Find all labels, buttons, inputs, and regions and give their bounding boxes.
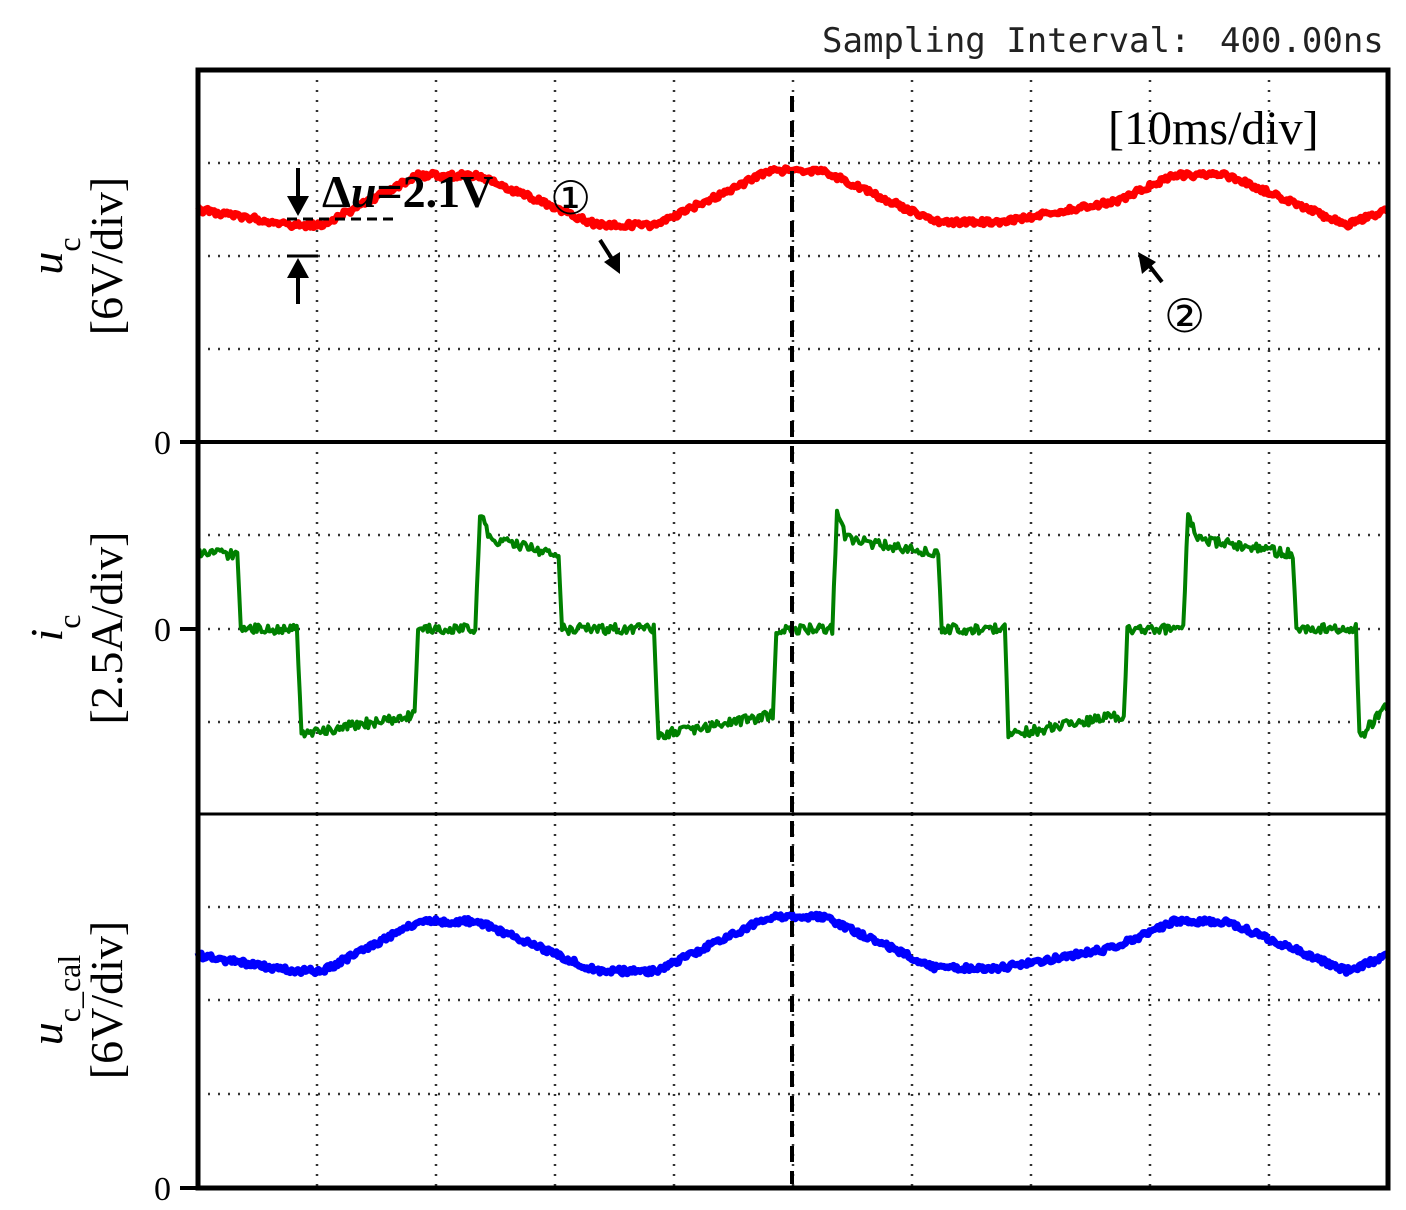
top-subscript: c (51, 237, 87, 251)
top-axis-scale: [6V/div] (81, 177, 132, 335)
marker-2-arrow-shaft (1146, 262, 1164, 284)
top-zero-label: 0 (154, 425, 171, 462)
time-scale-label: [10ms/div] (1108, 102, 1319, 155)
delta-label: Δu=2.1V (322, 166, 493, 217)
top-axis-symbol: uc (21, 237, 87, 274)
delta-value: =2.1V (376, 166, 493, 217)
delta-arrow-up-head (287, 258, 309, 278)
bottom-axis-scale: [6V/div] (81, 921, 132, 1079)
marker-2-arrow-head (1138, 252, 1156, 274)
delta-u-annotation: Δu=2.1V (287, 166, 493, 304)
delta-symbol: Δ (322, 166, 351, 217)
marker-2: ② (1164, 291, 1205, 342)
bottom-axis-symbol: uc_cal (21, 955, 87, 1046)
middle-zero-label: 0 (154, 612, 171, 649)
bottom-symbol: u (21, 1022, 72, 1045)
sampling-interval-value: 400.00ns (1220, 21, 1384, 61)
bottom-zero-label: 0 (154, 1171, 171, 1208)
delta-variable: u (351, 166, 377, 217)
top-symbol: u (21, 252, 72, 275)
marker-1: ① (550, 173, 591, 224)
middle-symbol: i (21, 629, 72, 642)
middle-subscript: c (51, 615, 87, 629)
trace-uc (195, 164, 1390, 232)
middle-axis-scale: [2.5A/div] (81, 532, 132, 725)
bottom-subscript: c_cal (51, 955, 87, 1023)
sampling-interval-label: Sampling Interval: (822, 21, 1190, 61)
delta-arrow-down-head (287, 196, 309, 216)
middle-axis-symbol: ic (21, 615, 87, 642)
trace-uc-cal (194, 910, 1391, 978)
marker-1-arrow-head (604, 252, 620, 274)
